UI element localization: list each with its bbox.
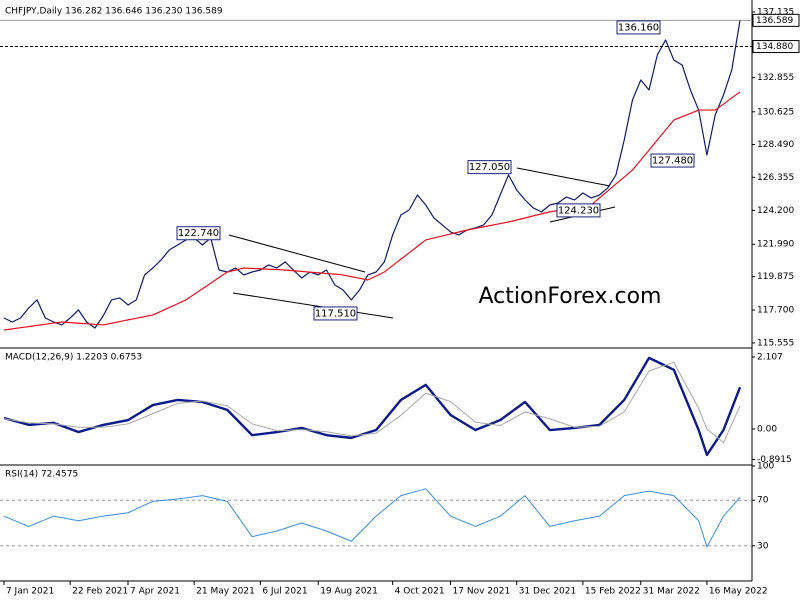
- x-tick-label: 15 Feb 2022: [585, 587, 641, 597]
- y-tick-label: 115.555: [757, 338, 794, 348]
- annotation-box: [650, 153, 695, 168]
- y-tick-label: 128.490: [757, 140, 794, 150]
- annotation-label: 124.230: [558, 205, 599, 216]
- series-line: [3, 488, 741, 548]
- y-tick-label: 0.00: [757, 424, 777, 434]
- x-tick-label: 6 Jul 2021: [262, 587, 307, 597]
- level-label: 136.589: [756, 16, 793, 26]
- y-tick-label: 130.625: [757, 107, 794, 117]
- annotation-label: 136.160: [618, 22, 659, 33]
- y-tick-label: 124.200: [757, 206, 794, 216]
- y-tick-label: 137.135: [757, 7, 794, 17]
- y-tick-label: 117.700: [757, 306, 794, 316]
- x-tick-label: 21 May 2021: [196, 587, 255, 597]
- annotation-box: [176, 226, 221, 241]
- y-tick-label: 2.107: [757, 352, 783, 362]
- level-label: 134.880: [756, 42, 793, 52]
- trend-line: [232, 292, 394, 319]
- annotation-label: 127.480: [652, 156, 693, 167]
- annotation-box: [467, 160, 512, 175]
- x-tick-label: 16 May 2022: [709, 587, 768, 597]
- series-line: [3, 91, 741, 331]
- annotation-label: 122.740: [178, 228, 219, 239]
- panel-title: CHFJPY,Daily 136.282 136.646 136.230 136…: [5, 7, 223, 17]
- annotation-box: [556, 203, 601, 218]
- series-line: [3, 20, 741, 329]
- x-tick-label: 22 Feb 2021: [72, 587, 128, 597]
- watermark: ActionForex.com: [479, 284, 662, 309]
- y-tick-label: 70: [757, 496, 769, 506]
- y-tick-label: 126.355: [757, 173, 794, 183]
- annotation-box: [313, 306, 358, 321]
- annotation-label: 127.050: [469, 162, 510, 173]
- trend-line: [516, 167, 611, 187]
- panel-title: RSI(14) 72.4575: [5, 470, 78, 480]
- annotation-label: 117.510: [315, 308, 356, 319]
- x-tick-label: 7 Jan 2021: [6, 587, 54, 597]
- y-tick-label: 132.855: [757, 73, 794, 83]
- y-tick-label: 121.990: [757, 240, 794, 250]
- y-tick-label: -0.8915: [757, 455, 792, 465]
- trend-lines: [228, 167, 616, 319]
- x-tick-label: 19 Aug 2021: [320, 587, 378, 597]
- x-tick-label: 17 Nov 2021: [453, 587, 511, 597]
- series-line: [3, 356, 742, 457]
- y-tick-label: 30: [757, 541, 769, 551]
- annotation-box: [616, 20, 661, 35]
- level-label-box: [752, 13, 800, 27]
- x-tick-label: 31 Mar 2022: [643, 587, 700, 597]
- level-label-box: [752, 40, 800, 54]
- x-tick-label: 7 Apr 2021: [130, 587, 180, 597]
- y-tick-label: 119.875: [757, 272, 794, 282]
- y-tick-label: 100: [757, 462, 774, 472]
- series-line: [3, 361, 741, 444]
- trend-line: [228, 234, 366, 273]
- x-tick-label: 31 Dec 2021: [519, 587, 577, 597]
- panel-title: MACD(12,26,9) 1.2203 0.6753: [5, 353, 142, 363]
- x-tick-label: 4 Oct 2021: [395, 587, 445, 597]
